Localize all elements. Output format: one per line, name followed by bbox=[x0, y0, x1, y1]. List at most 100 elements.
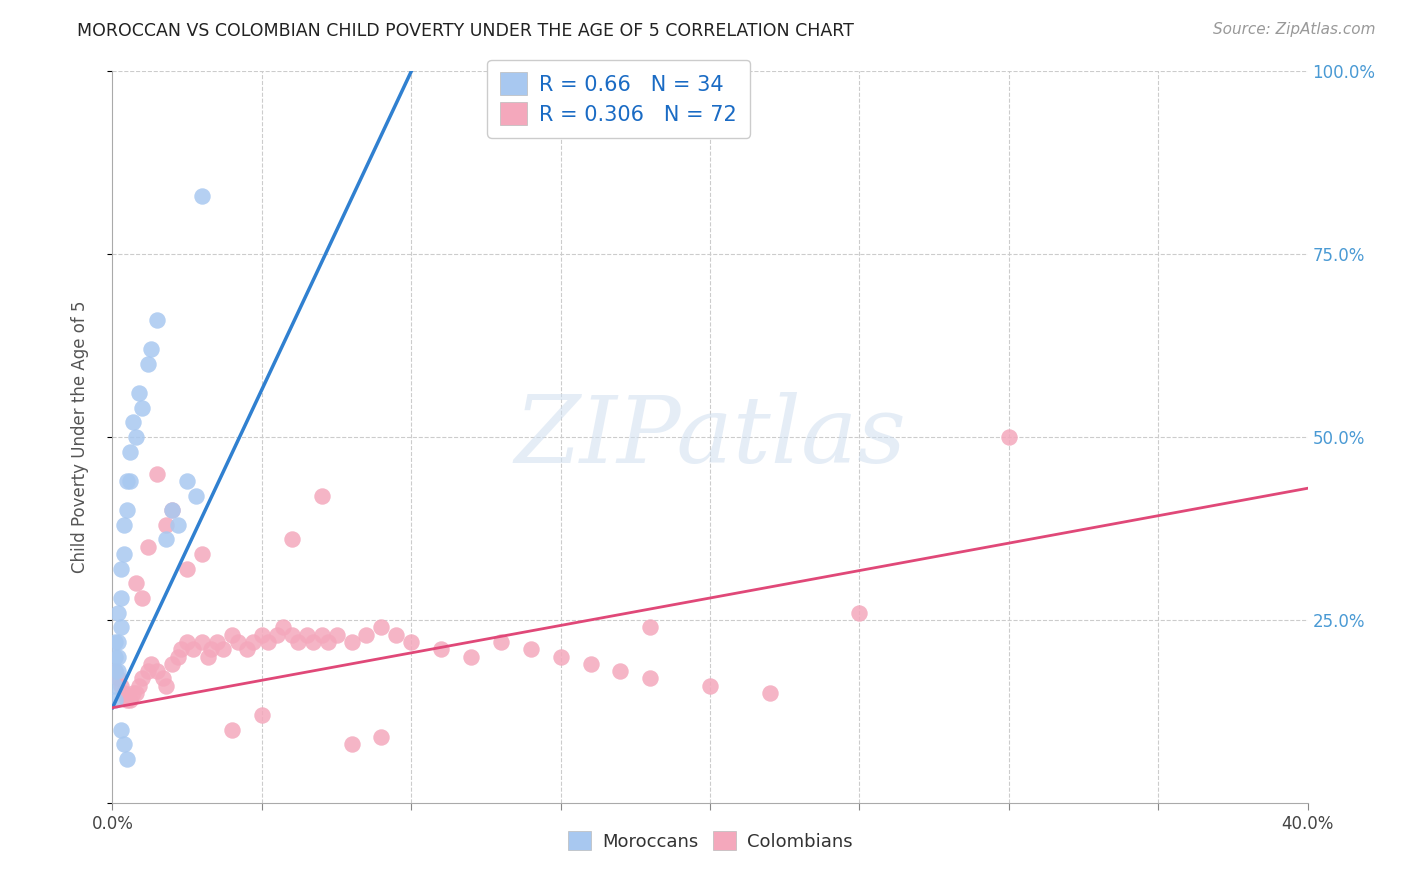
Point bbox=[107, 649, 129, 664]
Point bbox=[146, 664, 169, 678]
Point bbox=[122, 416, 145, 430]
Point bbox=[138, 664, 160, 678]
Point bbox=[699, 679, 721, 693]
Point bbox=[401, 635, 423, 649]
Point bbox=[107, 664, 129, 678]
Point bbox=[155, 517, 177, 532]
Point bbox=[176, 474, 198, 488]
Point bbox=[120, 444, 142, 458]
Point bbox=[162, 657, 183, 671]
Point bbox=[340, 737, 363, 751]
Point bbox=[579, 657, 602, 671]
Point bbox=[226, 635, 249, 649]
Point bbox=[131, 672, 153, 686]
Legend: Moroccans, Colombians: Moroccans, Colombians bbox=[558, 822, 862, 860]
Point bbox=[110, 679, 132, 693]
Point bbox=[128, 679, 150, 693]
Point bbox=[114, 686, 135, 700]
Point bbox=[176, 635, 198, 649]
Point bbox=[281, 533, 304, 547]
Point bbox=[998, 430, 1021, 444]
Point bbox=[104, 664, 127, 678]
Point bbox=[104, 664, 127, 678]
Point bbox=[257, 635, 280, 649]
Point bbox=[759, 686, 782, 700]
Point bbox=[325, 627, 347, 641]
Point bbox=[191, 635, 214, 649]
Point bbox=[205, 635, 228, 649]
Y-axis label: Child Poverty Under the Age of 5: Child Poverty Under the Age of 5 bbox=[70, 301, 89, 574]
Point bbox=[266, 627, 288, 641]
Point bbox=[107, 672, 129, 686]
Point bbox=[104, 649, 127, 664]
Point bbox=[120, 474, 142, 488]
Point bbox=[131, 591, 153, 605]
Point bbox=[191, 547, 214, 561]
Point bbox=[191, 188, 214, 202]
Point bbox=[155, 533, 177, 547]
Point bbox=[141, 657, 163, 671]
Point bbox=[520, 642, 543, 657]
Point bbox=[221, 723, 243, 737]
Point bbox=[125, 430, 148, 444]
Point bbox=[170, 642, 193, 657]
Point bbox=[146, 467, 169, 481]
Point bbox=[250, 708, 273, 723]
Point bbox=[125, 576, 148, 591]
Point bbox=[385, 627, 408, 641]
Point bbox=[117, 752, 139, 766]
Point bbox=[271, 620, 294, 634]
Point bbox=[104, 693, 127, 707]
Point bbox=[110, 723, 132, 737]
Point bbox=[138, 357, 160, 371]
Point bbox=[460, 649, 482, 664]
Text: MOROCCAN VS COLOMBIAN CHILD POVERTY UNDER THE AGE OF 5 CORRELATION CHART: MOROCCAN VS COLOMBIAN CHILD POVERTY UNDE… bbox=[77, 22, 855, 40]
Point bbox=[176, 562, 198, 576]
Point bbox=[117, 503, 139, 517]
Text: ZIPatlas: ZIPatlas bbox=[515, 392, 905, 482]
Point bbox=[117, 693, 139, 707]
Point bbox=[370, 730, 392, 744]
Point bbox=[138, 540, 160, 554]
Point bbox=[430, 642, 453, 657]
Point bbox=[221, 627, 243, 641]
Point bbox=[200, 642, 222, 657]
Point bbox=[114, 737, 135, 751]
Point bbox=[155, 679, 177, 693]
Text: Source: ZipAtlas.com: Source: ZipAtlas.com bbox=[1212, 22, 1375, 37]
Point bbox=[212, 642, 235, 657]
Point bbox=[489, 635, 512, 649]
Point bbox=[114, 547, 135, 561]
Point bbox=[295, 627, 318, 641]
Point bbox=[250, 627, 273, 641]
Point bbox=[128, 386, 150, 401]
Point bbox=[114, 517, 135, 532]
Point bbox=[110, 562, 132, 576]
Point bbox=[311, 489, 333, 503]
Point bbox=[848, 606, 870, 620]
Point bbox=[186, 489, 208, 503]
Point bbox=[122, 686, 145, 700]
Point bbox=[640, 672, 662, 686]
Point bbox=[107, 635, 129, 649]
Point bbox=[197, 649, 219, 664]
Point bbox=[242, 635, 264, 649]
Point bbox=[152, 672, 174, 686]
Point bbox=[120, 693, 142, 707]
Point bbox=[311, 627, 333, 641]
Point bbox=[104, 635, 127, 649]
Point bbox=[125, 686, 148, 700]
Point bbox=[107, 606, 129, 620]
Point bbox=[162, 503, 183, 517]
Point bbox=[370, 620, 392, 634]
Point bbox=[236, 642, 259, 657]
Point bbox=[301, 635, 323, 649]
Point bbox=[146, 313, 169, 327]
Point bbox=[550, 649, 572, 664]
Point bbox=[356, 627, 378, 641]
Point bbox=[640, 620, 662, 634]
Point bbox=[167, 517, 190, 532]
Point bbox=[131, 401, 153, 415]
Point bbox=[167, 649, 190, 664]
Point bbox=[609, 664, 631, 678]
